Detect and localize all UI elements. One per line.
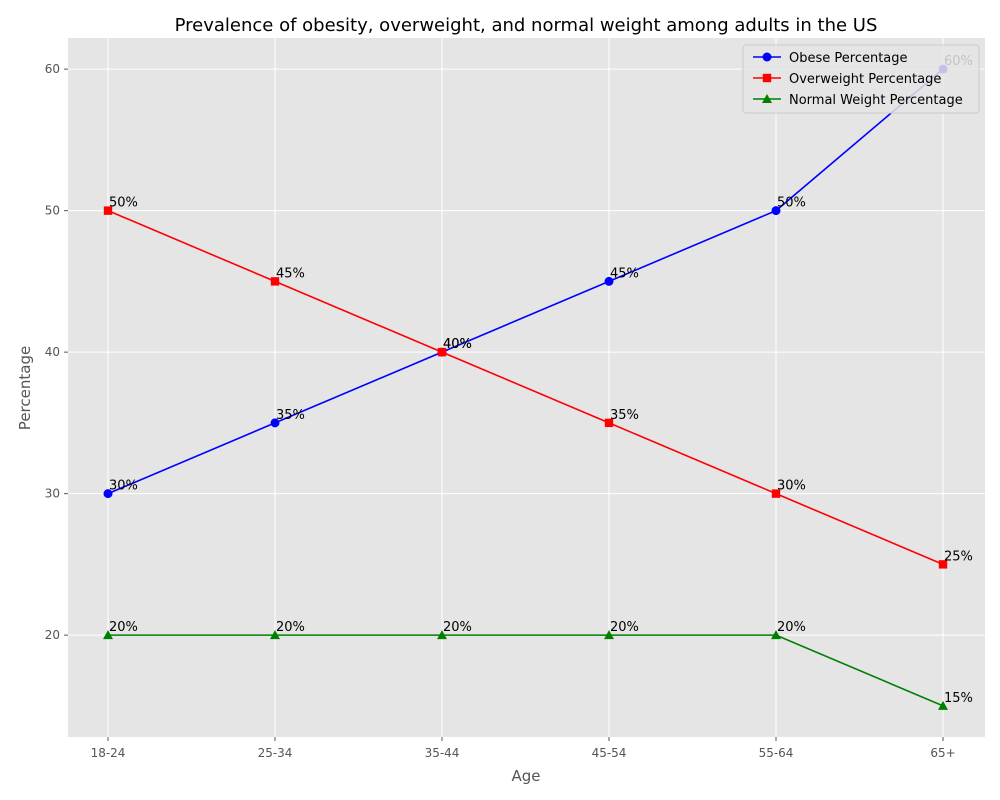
- data-label: 20%: [777, 620, 806, 635]
- series-triangle: [103, 630, 948, 710]
- x-tick-label: 25-34: [258, 746, 293, 760]
- data-label: 45%: [276, 266, 305, 281]
- y-tick-label: 60: [45, 62, 60, 76]
- data-point: [938, 700, 948, 710]
- legend-label: Overweight Percentage: [789, 72, 941, 87]
- y-tick-label: 20: [45, 628, 60, 642]
- data-point: [103, 206, 113, 215]
- data-point: [270, 418, 280, 428]
- x-tick-label: 45-54: [592, 746, 627, 760]
- data-label: 20%: [109, 620, 138, 635]
- series-line: [108, 634, 944, 707]
- legend-item: Obese Percentage: [753, 51, 908, 66]
- chart-title: Prevalence of obesity, overweight, and n…: [175, 15, 878, 36]
- legend: Obese Percentage Overweight Percentage Nor…: [742, 44, 980, 114]
- legend-item: Normal Weight Percentage: [753, 93, 963, 108]
- x-tick-label: 55-64: [759, 746, 794, 760]
- legend-marker: [762, 94, 772, 103]
- legend-marker: [762, 73, 772, 83]
- series-square: [103, 206, 948, 569]
- series-lines: [103, 64, 948, 710]
- y-axis-label: Percentage: [16, 346, 34, 430]
- data-label: 15%: [944, 691, 973, 706]
- data-label: 30%: [777, 479, 806, 494]
- y-tick-label: 30: [45, 487, 60, 501]
- data-label: 50%: [109, 196, 138, 211]
- data-point: [771, 206, 781, 216]
- data-point: [270, 277, 280, 286]
- series-line: [107, 68, 944, 495]
- tick-labels: 20 30 40 50 60 18-24 25-34 35-44 45-54 55-64 65+: [45, 62, 956, 760]
- data-point: [103, 630, 113, 640]
- data-point: [604, 630, 614, 640]
- data-point: [604, 418, 614, 428]
- legend-item: Overweight Percentage: [753, 72, 941, 87]
- data-label: 35%: [276, 408, 305, 423]
- data-label: 35%: [610, 408, 639, 423]
- x-tick-label: 18-24: [91, 746, 126, 760]
- data-label: 45%: [610, 266, 639, 281]
- data-point: [103, 489, 113, 499]
- data-labels: 30%35%40%45%50%60%50%45%40%35%30%25%20%2…: [109, 54, 973, 706]
- legend-label: Normal Weight Percentage: [789, 93, 963, 108]
- data-label: 40%: [443, 337, 472, 352]
- data-point: [771, 489, 781, 498]
- data-point: [437, 347, 447, 357]
- data-point: [938, 560, 948, 569]
- data-label: 40%: [443, 337, 472, 352]
- x-axis-label: Age: [511, 767, 540, 785]
- y-tick-label: 50: [45, 204, 60, 218]
- data-label: 50%: [777, 196, 806, 211]
- legend-marker: [762, 52, 772, 62]
- data-label: 25%: [944, 549, 973, 564]
- grid-lines: [68, 38, 985, 737]
- x-tick-label: 35-44: [425, 746, 460, 760]
- data-point: [270, 630, 280, 640]
- data-label: 20%: [276, 620, 305, 635]
- legend-box: [742, 44, 980, 114]
- data-point: [604, 276, 614, 286]
- data-label: 20%: [610, 620, 639, 635]
- data-point: [437, 630, 447, 640]
- legend-label: Obese Percentage: [789, 51, 908, 66]
- data-label: 30%: [109, 479, 138, 494]
- data-point: [771, 630, 781, 640]
- series-line: [107, 209, 944, 566]
- y-tick-label: 40: [45, 345, 60, 359]
- data-label: 20%: [443, 620, 472, 635]
- x-tick-label: 65+: [930, 746, 955, 760]
